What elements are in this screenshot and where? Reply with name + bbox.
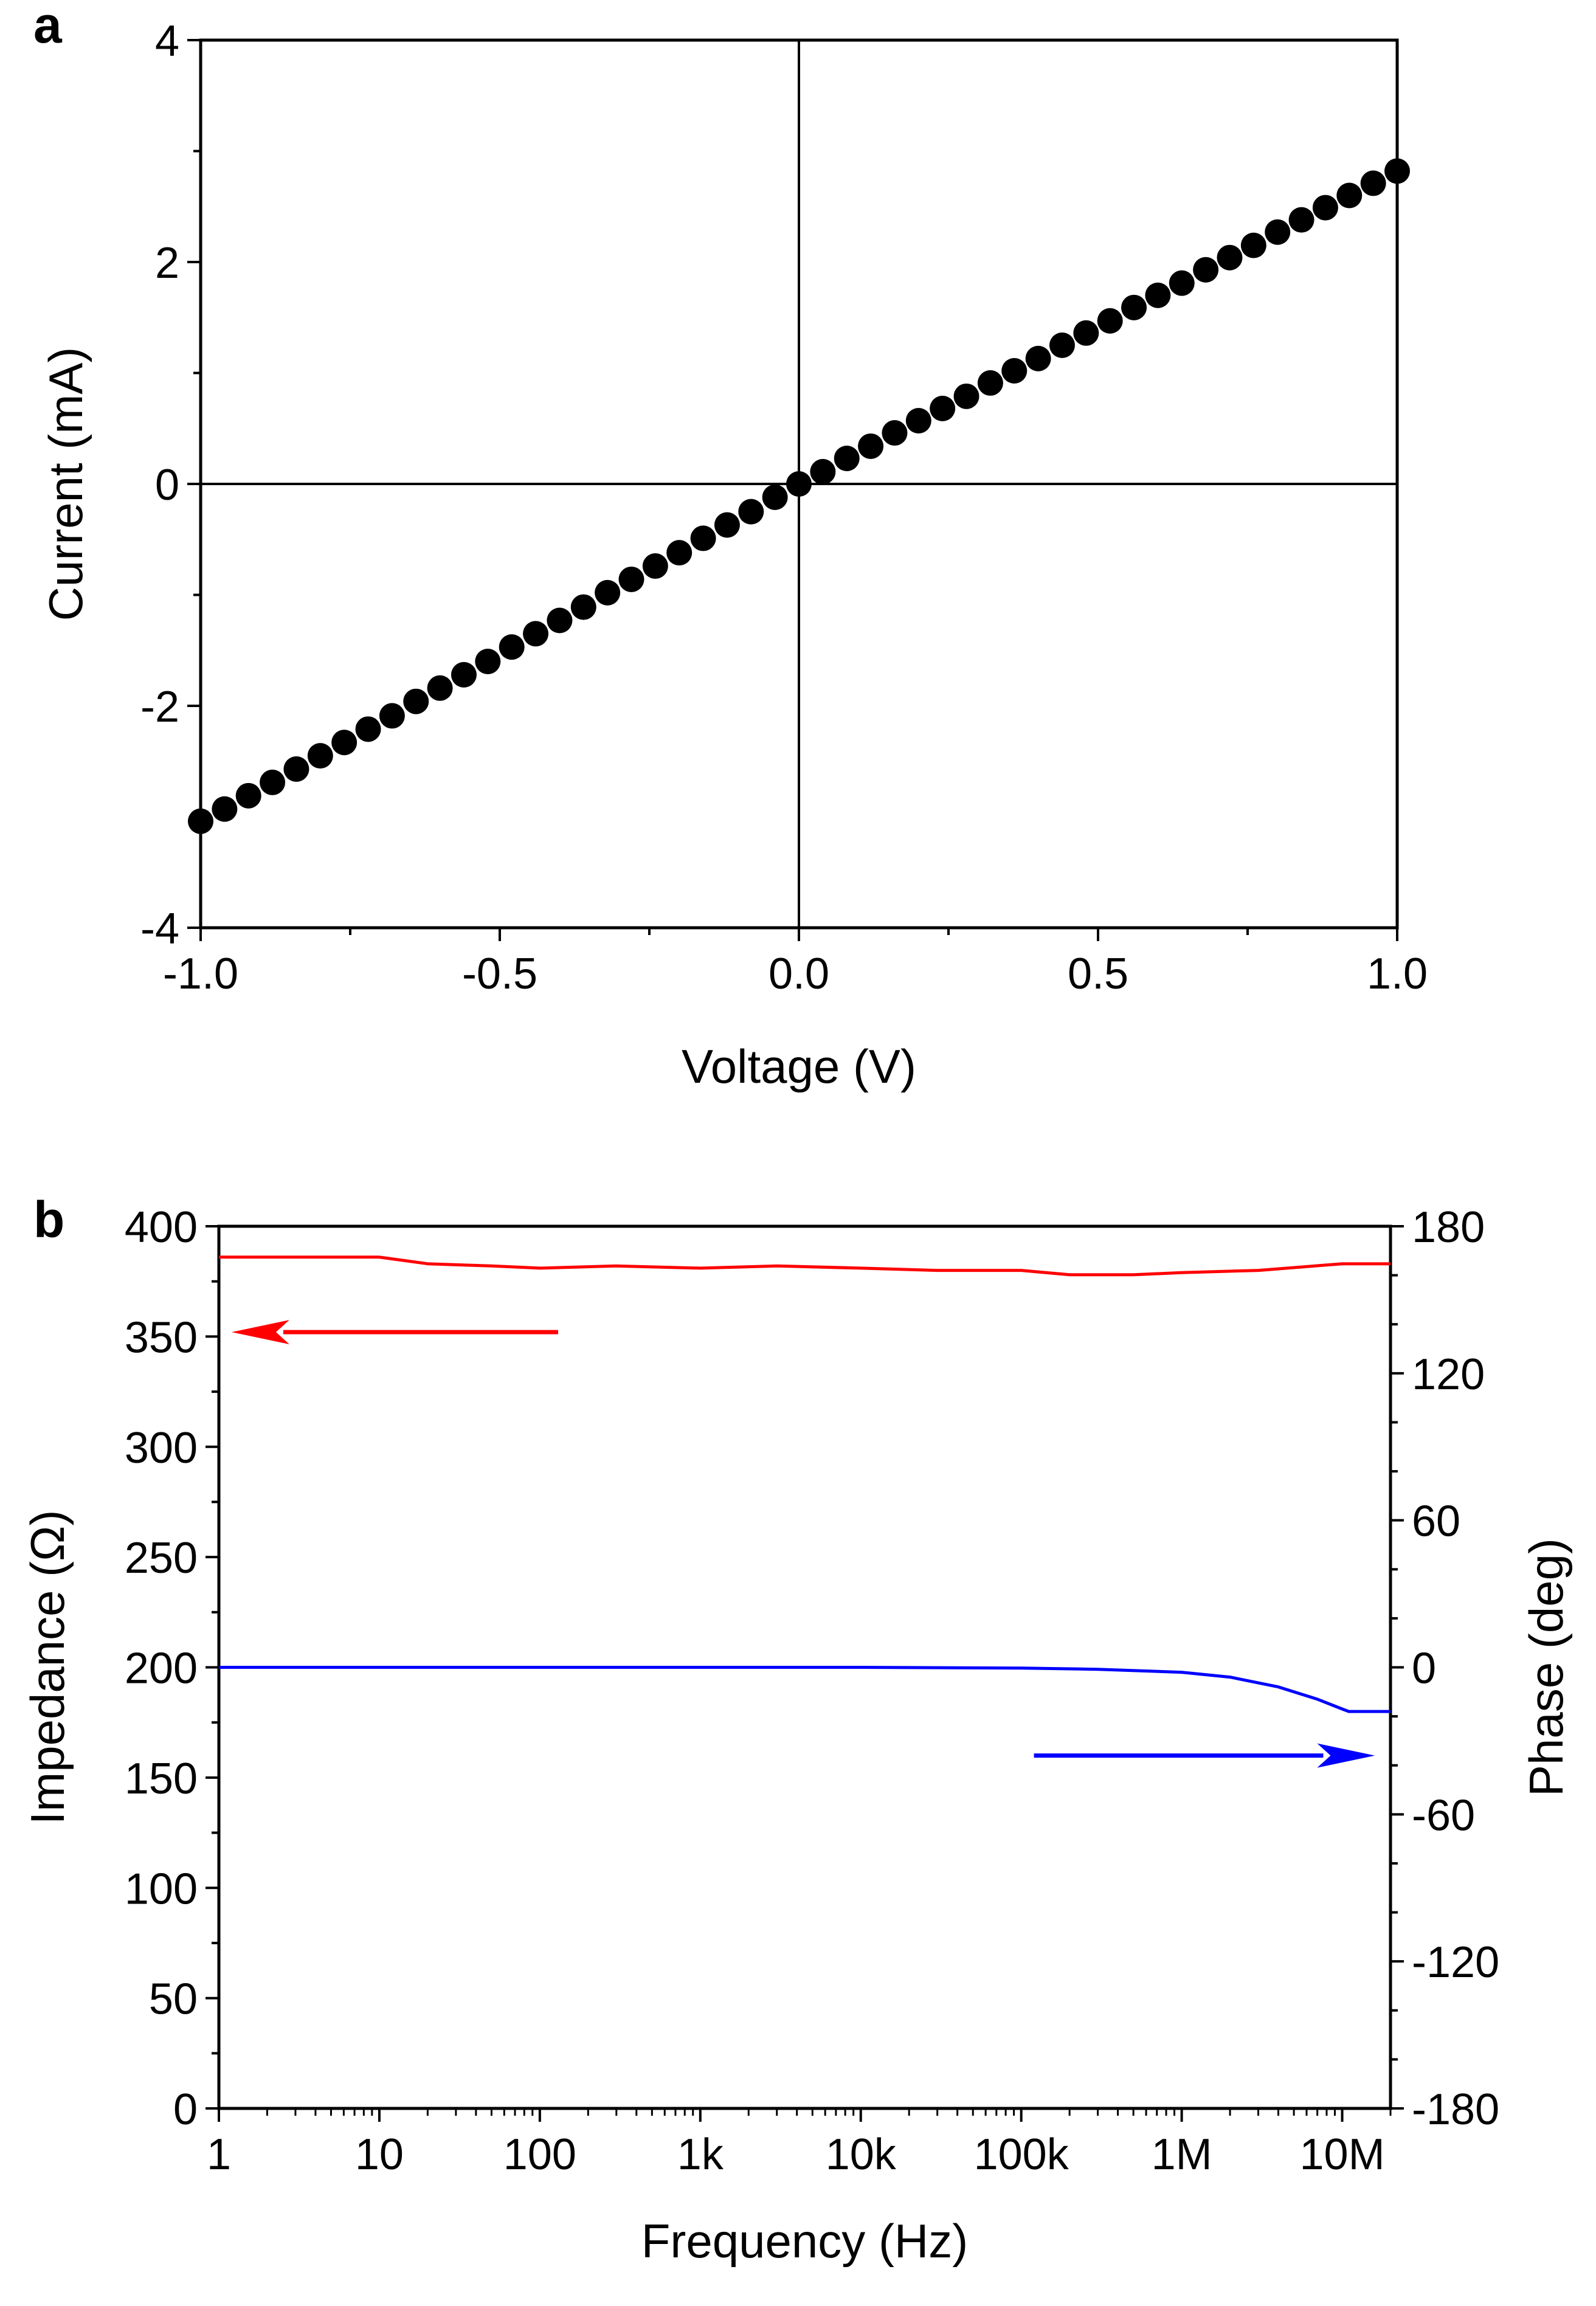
data-point — [738, 499, 764, 525]
data-point — [379, 703, 405, 729]
data-point — [427, 675, 453, 701]
y-tick-label: 200 — [125, 1645, 198, 1693]
data-point — [1097, 308, 1123, 334]
x-tick-label: 10M — [1300, 2130, 1385, 2179]
data-point — [1049, 332, 1075, 358]
data-point — [786, 471, 812, 497]
x-tick-label: 10 — [355, 2130, 404, 2179]
x-axis-title: Frequency (Hz) — [641, 2214, 968, 2268]
x-tick-label: 10k — [826, 2130, 897, 2179]
data-point — [188, 808, 213, 834]
data-point — [403, 688, 429, 714]
data-point — [475, 649, 501, 674]
panel-b-letter: b — [33, 1191, 64, 1248]
data-point — [810, 458, 836, 485]
y-tick-label: 300 — [125, 1424, 198, 1472]
data-point — [355, 716, 381, 742]
y-tick-label: 0 — [155, 461, 179, 509]
data-point — [1193, 257, 1219, 283]
y2-tick-label: 180 — [1412, 1203, 1485, 1252]
x-tick-label: -1.0 — [163, 950, 238, 998]
data-point — [953, 383, 979, 409]
chart-b: 1 10 100 1k 10k 100k 1M 10M 0 50 100 150 200 250 300 35… — [21, 1203, 1573, 2268]
y-tick-label: -4 — [140, 905, 179, 953]
x-tick-label: -0.5 — [462, 950, 537, 998]
y2-tick-label: 60 — [1412, 1497, 1460, 1546]
y2-tick-label: -60 — [1412, 1791, 1475, 1840]
data-point — [1336, 182, 1363, 209]
data-point — [331, 730, 358, 756]
y-tick-label: 100 — [125, 1865, 198, 1913]
y2-tick-label: -120 — [1412, 1938, 1499, 1987]
data-point — [451, 661, 477, 688]
data-point — [1121, 294, 1147, 320]
data-point — [1001, 357, 1028, 384]
phase-axis-arrow-head — [1317, 1743, 1375, 1768]
chart-a: -1.0 -0.5 0.0 0.5 1.0 -4 -2 0 2 4 Voltage (V) Curre… — [39, 17, 1428, 1093]
data-point — [714, 512, 740, 538]
x-tick-label: 100 — [503, 2130, 576, 2179]
impedance-axis-arrow-head — [231, 1320, 289, 1345]
data-point — [930, 395, 956, 421]
impedance-series-line — [219, 1255, 1390, 1277]
data-point — [1073, 320, 1099, 346]
y-tick-label: 350 — [125, 1313, 198, 1362]
data-point — [1145, 282, 1171, 308]
data-point — [260, 769, 286, 795]
data-point — [523, 621, 549, 647]
data-point — [690, 525, 716, 551]
y-tick-label: 250 — [125, 1534, 198, 1583]
x-tick-label: 0.5 — [1068, 950, 1128, 998]
data-point — [834, 446, 860, 472]
data-point — [235, 782, 261, 809]
y-axis-title: Current (mA) — [39, 347, 92, 621]
data-point — [570, 594, 596, 620]
y-tick-label: 2 — [155, 239, 179, 288]
x-tick-label: 1.0 — [1367, 950, 1428, 998]
data-point — [283, 756, 309, 782]
y-tick-label: 0 — [173, 2085, 198, 2134]
data-point — [642, 553, 668, 579]
y-tick-label: 50 — [149, 1975, 198, 2024]
data-point — [1240, 232, 1266, 258]
y-tick-label: 4 — [155, 17, 179, 66]
data-point — [212, 796, 238, 822]
data-point — [1025, 345, 1051, 371]
y-tick-label: 400 — [125, 1203, 198, 1252]
x-axis-title: Voltage (V) — [682, 1040, 916, 1093]
data-point — [1217, 244, 1243, 271]
data-point — [595, 579, 621, 606]
data-point — [762, 484, 788, 510]
data-point — [882, 420, 908, 446]
data-point — [307, 743, 333, 769]
data-point — [977, 370, 1003, 396]
y-tick-label: 150 — [125, 1755, 198, 1803]
data-point — [858, 433, 884, 459]
x-tick-label: 1 — [207, 2130, 231, 2179]
y2-tick-label: -180 — [1412, 2085, 1499, 2134]
x-tick-label: 0.0 — [769, 950, 829, 998]
y2-tick-label: 0 — [1412, 1645, 1436, 1693]
x-tick-label: 1k — [677, 2130, 724, 2179]
data-point — [1169, 270, 1195, 296]
data-point — [1288, 207, 1314, 233]
data-point — [1265, 219, 1291, 245]
data-point — [547, 607, 573, 633]
data-point — [1312, 195, 1338, 221]
y-tick-label: -2 — [140, 683, 179, 731]
phase-series-line — [219, 1666, 1390, 1713]
data-point — [666, 540, 693, 566]
data-point — [499, 634, 525, 660]
y2-tick-label: 120 — [1412, 1350, 1485, 1399]
x-tick-label: 100k — [974, 2130, 1069, 2179]
x-tick-label: 1M — [1152, 2130, 1212, 2179]
data-point — [1360, 170, 1386, 196]
y2-axis-title: Phase (deg) — [1519, 1538, 1573, 1797]
data-point — [905, 407, 931, 433]
data-point — [1384, 158, 1410, 184]
panel-a-letter: a — [33, 0, 63, 54]
data-point — [618, 566, 644, 592]
y-axis-title: Impedance (Ω) — [21, 1510, 74, 1825]
